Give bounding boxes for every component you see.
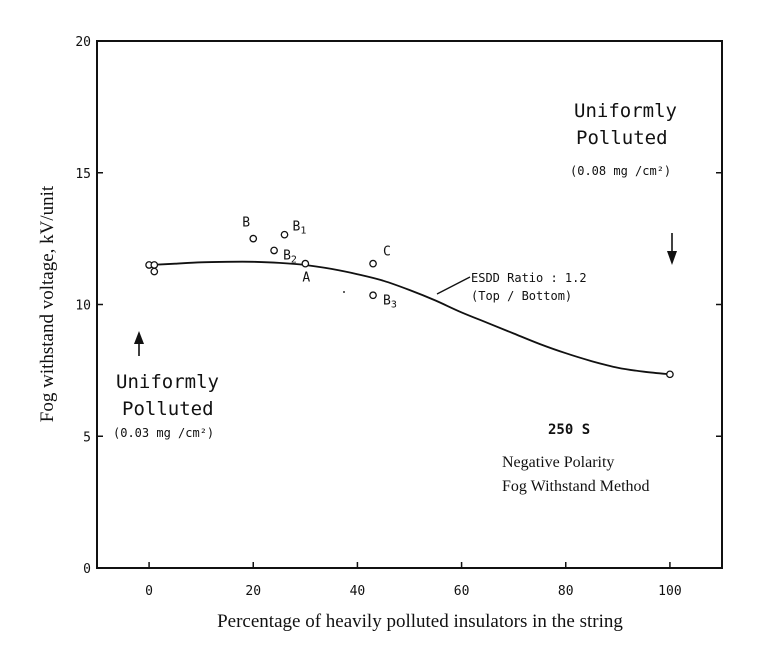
data-point bbox=[301, 259, 310, 268]
y-axis-label: Fog withstand voltage, kV/unit bbox=[37, 185, 58, 422]
esdd-label-line1: ESDD Ratio : 1.2 bbox=[471, 271, 587, 285]
point-label: B bbox=[242, 216, 250, 231]
esdd-leader-line bbox=[436, 276, 471, 295]
point-label: A bbox=[302, 271, 310, 286]
uniform-low-density: (0.03 mg /cm²) bbox=[113, 426, 214, 440]
uniform-low-line2: Polluted bbox=[122, 398, 214, 420]
y-tick-label: 15 bbox=[75, 167, 91, 182]
point-label: B3 bbox=[383, 293, 397, 310]
x-tick-label: 100 bbox=[658, 584, 681, 599]
x-tick-label: 20 bbox=[245, 584, 261, 599]
axis-ticks: 0 5 10 15 20 0 20 40 60 80 100 bbox=[75, 35, 722, 599]
data-point bbox=[270, 246, 278, 255]
y-tick-label: 10 bbox=[75, 299, 91, 314]
data-point bbox=[666, 370, 674, 379]
arrow-down-icon bbox=[667, 233, 677, 265]
x-tick-label: 60 bbox=[454, 584, 470, 599]
point-label: B1 bbox=[293, 220, 307, 237]
point-label: C bbox=[383, 245, 391, 260]
data-point bbox=[369, 259, 377, 268]
points-layer: B B1 B2 A C B3 bbox=[145, 216, 674, 379]
curve-layer bbox=[149, 260, 670, 376]
x-tick-label: 0 bbox=[145, 584, 153, 599]
method-line1: Negative Polarity bbox=[502, 454, 614, 471]
data-point bbox=[150, 261, 159, 269]
x-tick-label: 40 bbox=[350, 584, 366, 599]
point-label: B2 bbox=[283, 248, 297, 265]
data-point bbox=[249, 234, 258, 243]
scan-speck bbox=[343, 291, 345, 293]
uniform-high-line2: Polluted bbox=[576, 127, 668, 149]
x-axis-label: Percentage of heavily polluted insulator… bbox=[217, 611, 623, 632]
series-line bbox=[149, 260, 670, 376]
y-tick-label: 20 bbox=[75, 35, 91, 50]
data-point bbox=[150, 267, 159, 276]
y-tick-label: 5 bbox=[83, 430, 91, 445]
uniform-low-line1: Uniformly bbox=[116, 371, 219, 393]
uniform-high-line1: Uniformly bbox=[574, 100, 677, 122]
arrow-up-icon bbox=[134, 331, 144, 356]
method-line2: Fog Withstand Method bbox=[502, 478, 650, 495]
y-tick-label: 0 bbox=[83, 562, 91, 577]
duration-label: 250 S bbox=[548, 422, 590, 438]
x-tick-label: 80 bbox=[558, 584, 574, 599]
data-point bbox=[369, 291, 377, 300]
uniform-high-density: (0.08 mg /cm²) bbox=[570, 164, 671, 178]
esdd-label-line2: (Top / Bottom) bbox=[471, 289, 572, 303]
data-point bbox=[280, 230, 289, 239]
